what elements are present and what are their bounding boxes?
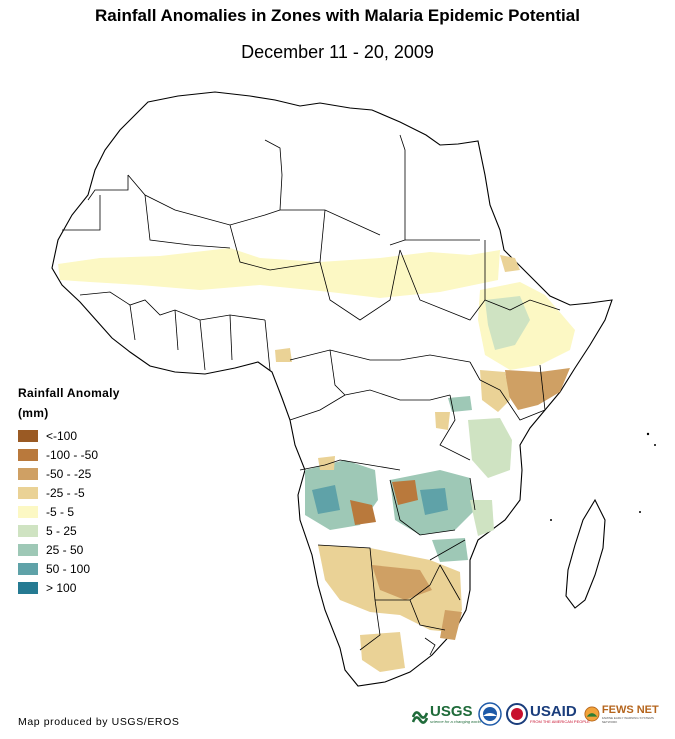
map-title: Rainfall Anomalies in Zones with Malaria… <box>95 6 580 25</box>
usaid-text: USAID <box>530 703 577 720</box>
map-subtitle: December 11 - 20, 2009 <box>241 42 434 62</box>
legend-unit: (mm) <box>18 406 49 420</box>
legend: Rainfall Anomaly (mm) <-100 -100 - -50 -50… <box>18 386 120 597</box>
legend-swatch <box>18 562 38 575</box>
noaa-seal-icon <box>478 702 502 726</box>
legend-label: -50 - -25 <box>46 466 92 481</box>
usgs-tagline: science for a changing world <box>430 719 481 724</box>
madagascar <box>565 498 606 609</box>
legend-label: 25 - 50 <box>46 542 84 557</box>
legend-label: > 100 <box>46 580 77 595</box>
legend-item: -50 - -25 <box>18 464 120 483</box>
fewsnet-tagline: FAMINE EARLY WARNING SYSTEMS NETWORK <box>601 716 654 724</box>
legend-swatch <box>18 448 38 461</box>
legend-label: -100 - -50 <box>46 447 99 462</box>
legend-item: <-100 <box>18 426 120 445</box>
usaid-seal-icon <box>506 703 528 725</box>
legend-item: 5 - 25 <box>18 521 120 540</box>
legend-item: 25 - 50 <box>18 540 120 559</box>
fewsnet-sun-icon <box>584 706 600 722</box>
africa-continent <box>51 91 613 687</box>
usgs-wave-icon <box>412 711 428 724</box>
noaa-logo <box>478 700 502 728</box>
island <box>646 432 650 436</box>
legend-label: -5 - 5 <box>46 504 75 519</box>
legend-label: 5 - 25 <box>46 523 77 538</box>
map-credit: Map produced by USGS/EROS <box>18 716 180 728</box>
legend-swatch <box>18 467 38 480</box>
legend-label: -25 - -5 <box>46 485 85 500</box>
legend-swatch <box>18 581 38 594</box>
fewsnet-text: FEWS NET <box>601 704 659 716</box>
legend-label: <-100 <box>46 428 78 443</box>
legend-item: -100 - -50 <box>18 445 120 464</box>
legend-item: > 100 <box>18 578 120 597</box>
legend-title: Rainfall Anomaly <box>18 386 120 400</box>
legend-swatch <box>18 524 38 537</box>
legend-swatch <box>18 543 38 556</box>
logo-strip: USGS science for a changing world USAID … <box>412 700 662 730</box>
usaid-tagline: FROM THE AMERICAN PEOPLE <box>530 719 590 724</box>
fewsnet-logo: FEWS NET FAMINE EARLY WARNING SYSTEMS NE… <box>584 700 662 728</box>
island <box>639 511 641 513</box>
legend-swatch <box>18 505 38 518</box>
usgs-logo: USGS science for a changing world <box>412 700 481 728</box>
legend-item: -5 - 5 <box>18 502 120 521</box>
island <box>550 519 552 521</box>
usgs-text: USGS <box>430 703 473 720</box>
usaid-logo: USAID FROM THE AMERICAN PEOPLE <box>506 700 590 728</box>
country-borders <box>62 134 561 656</box>
legend-swatch <box>18 429 38 442</box>
legend-swatch <box>18 486 38 499</box>
island <box>654 444 656 446</box>
legend-items: <-100 -100 - -50 -50 - -25 -25 - -5 -5 - 5 5 … <box>18 426 120 597</box>
legend-item: -25 - -5 <box>18 483 120 502</box>
legend-label: 50 - 100 <box>46 561 91 576</box>
legend-item: 50 - 100 <box>18 559 120 578</box>
